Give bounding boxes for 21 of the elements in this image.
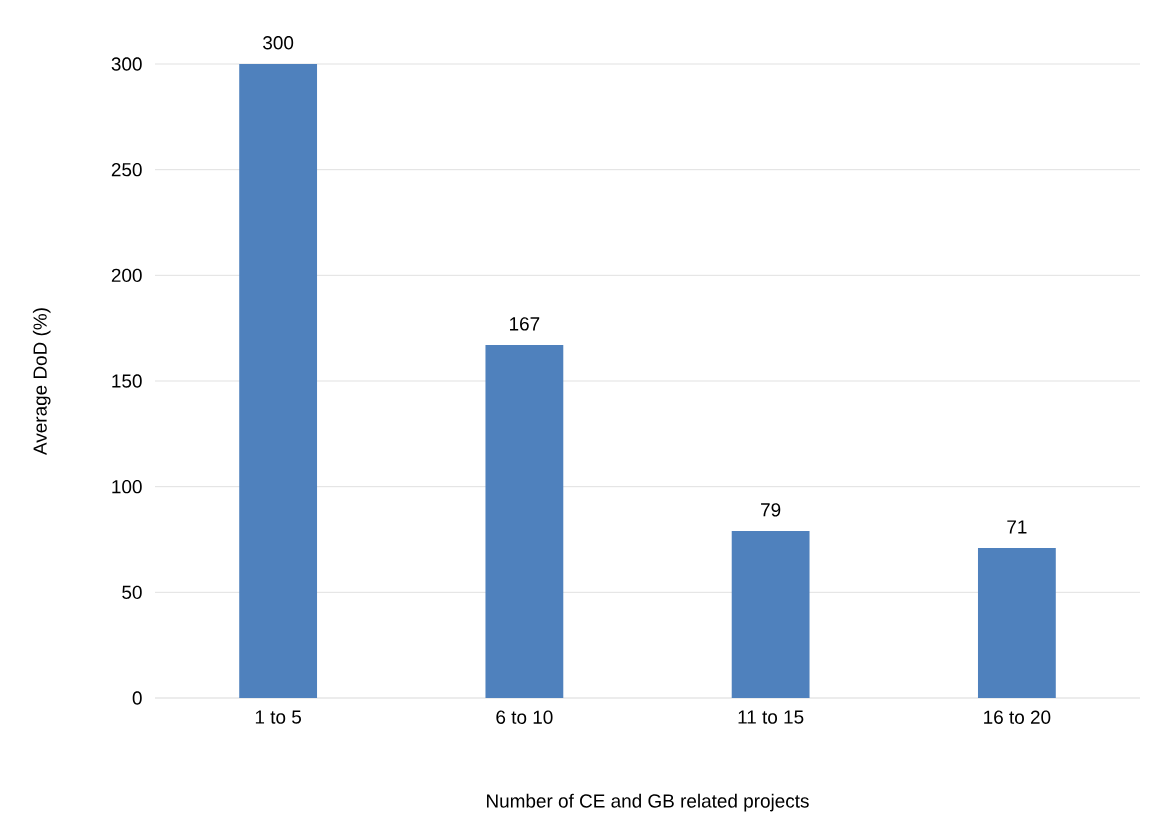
y-tick-label: 100 <box>112 479 142 494</box>
data-label: 79 <box>761 503 781 517</box>
y-axis-title: Average DoD (%) <box>32 308 51 455</box>
data-label: 300 <box>263 36 294 50</box>
x-tick-label: 16 to 20 <box>984 710 1051 724</box>
data-label: 71 <box>1007 520 1027 534</box>
bar <box>485 345 564 698</box>
bar <box>977 547 1056 698</box>
x-axis-title: Number of CE and GB related projects <box>487 793 809 812</box>
y-tick-label: 250 <box>111 162 142 177</box>
x-tick-label: 11 to 15 <box>738 710 804 724</box>
bar <box>239 64 318 698</box>
y-tick-label: 50 <box>122 585 142 600</box>
x-tick-label: 6 to 10 <box>496 710 553 724</box>
x-tick-label: 1 to 5 <box>255 710 301 724</box>
y-tick-label: 300 <box>111 57 142 71</box>
bar <box>731 531 810 698</box>
data-label: 167 <box>510 317 540 331</box>
y-tick-label: 0 <box>132 691 142 705</box>
y-tick-label: 150 <box>112 374 142 388</box>
y-tick-label: 200 <box>111 268 142 283</box>
